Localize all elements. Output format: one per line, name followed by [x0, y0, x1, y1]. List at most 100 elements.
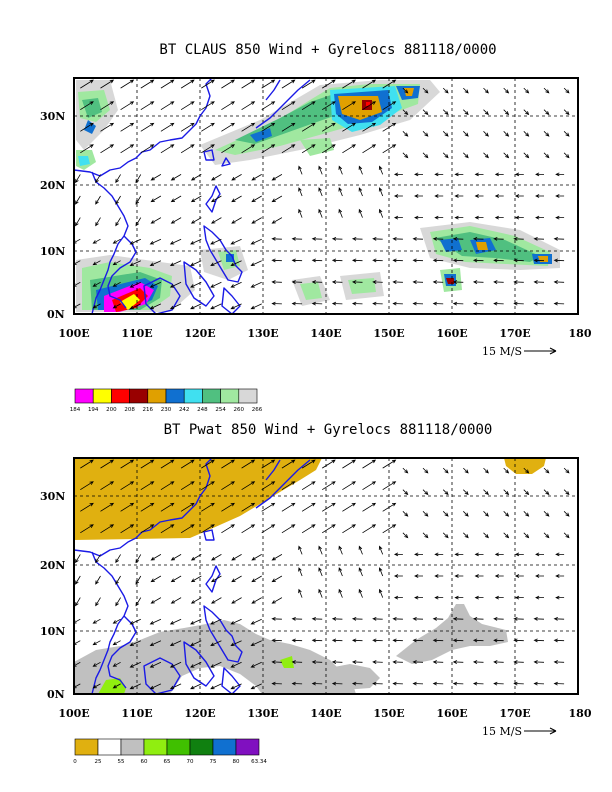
wind-vector	[120, 101, 135, 111]
wind-vector	[463, 152, 469, 159]
colorbar-label: 200	[106, 407, 117, 413]
colorbar-label: 208	[124, 407, 135, 413]
pwat-y-axis: 30N 20N 10N 0N	[40, 490, 65, 701]
wind-vector	[230, 683, 242, 690]
wind-vector	[180, 502, 195, 512]
wind-vector	[221, 502, 235, 512]
wind-vector	[503, 152, 510, 159]
wind-vector	[241, 502, 256, 512]
wind-vector	[432, 301, 444, 306]
wind-vector	[392, 237, 403, 241]
wind-vector	[221, 524, 235, 534]
wind-vector	[342, 144, 356, 154]
wind-vector	[474, 595, 484, 600]
wind-vector	[362, 144, 377, 154]
colorbar-swatch	[189, 738, 214, 756]
wind-vector	[414, 574, 423, 578]
wind-vector	[150, 554, 162, 561]
colorbar-swatch	[183, 388, 203, 404]
wind-vector	[321, 502, 336, 512]
colorbar-swatch	[165, 388, 185, 404]
wind-vector	[95, 174, 101, 184]
wind-vector	[422, 532, 429, 539]
wind-vector	[301, 144, 316, 154]
wind-vector	[318, 208, 323, 218]
wind-vector	[543, 489, 550, 496]
wind-vector	[298, 588, 303, 598]
wind-vector	[523, 532, 530, 539]
wind-vector	[140, 122, 155, 132]
wind-vector	[120, 122, 135, 132]
wind-vector	[80, 481, 94, 491]
wind-vector	[472, 638, 484, 643]
wind-vector	[362, 502, 377, 512]
wind-vector	[230, 618, 242, 625]
wind-vector	[503, 532, 510, 539]
colorbar-label: 230	[161, 407, 172, 413]
wind-vector	[432, 280, 444, 284]
wind-vector	[251, 217, 262, 224]
wind-vector	[358, 208, 363, 218]
wind-vector	[170, 597, 182, 604]
wind-vector	[378, 567, 384, 577]
wind-vector	[241, 459, 256, 469]
colorbar-swatch	[120, 738, 145, 756]
wind-vector	[149, 661, 162, 668]
wind-vector	[412, 617, 424, 621]
wind-vector	[362, 524, 377, 534]
wind-vector	[331, 638, 343, 643]
wind-vector	[95, 575, 101, 585]
wind-vector	[201, 502, 215, 512]
wind-vector	[210, 195, 222, 203]
wind-vector	[535, 172, 544, 177]
wind-vector	[120, 481, 135, 491]
wind-vector	[503, 109, 510, 116]
wind-vector	[135, 575, 142, 585]
wind-vector	[382, 481, 397, 491]
wind-vector	[483, 511, 489, 517]
wind-vector	[338, 187, 343, 197]
wind-vector	[483, 489, 489, 496]
wind-vector	[358, 165, 363, 175]
wind-vector	[513, 681, 524, 686]
wind-vector	[494, 595, 504, 600]
wind-vector	[170, 195, 182, 203]
wind-vector	[362, 459, 377, 469]
wind-vector	[493, 237, 504, 241]
wind-vector	[412, 681, 424, 686]
wind-vector	[378, 165, 384, 175]
wind-vector	[321, 122, 336, 132]
wind-vector	[251, 575, 262, 583]
wind-vector	[472, 280, 484, 284]
x-tick-150e: 150E	[373, 707, 404, 720]
colorbar-swatch	[147, 388, 167, 404]
wind-vector	[190, 661, 202, 668]
pwat-wind-vectors	[74, 459, 570, 690]
wind-vector	[422, 131, 429, 137]
wind-vector	[231, 174, 242, 181]
wind-vector	[533, 237, 545, 241]
wind-vector	[169, 303, 182, 310]
claus-coastlines	[74, 78, 311, 314]
wind-vector	[201, 101, 215, 111]
wind-vector	[221, 122, 235, 132]
claus-wind-vectors	[74, 79, 570, 310]
x-tick-140e: 140E	[310, 327, 341, 340]
wind-vector	[210, 303, 222, 310]
wind-vector	[169, 640, 182, 646]
wind-vector	[321, 524, 336, 534]
colorbar-label: 80	[233, 759, 240, 765]
wind-vector	[140, 481, 155, 491]
wind-vector	[392, 681, 403, 686]
colorbar-swatch	[202, 388, 221, 404]
wind-vector	[150, 575, 162, 583]
wind-vector	[160, 524, 175, 534]
wind-vector	[474, 215, 484, 220]
wind-vector	[298, 208, 303, 218]
wind-vector	[291, 301, 303, 306]
wind-vector	[201, 459, 215, 469]
wind-vector	[514, 172, 524, 177]
wind-vector	[80, 79, 94, 89]
wind-vector	[338, 165, 343, 175]
wind-vector	[422, 109, 429, 116]
